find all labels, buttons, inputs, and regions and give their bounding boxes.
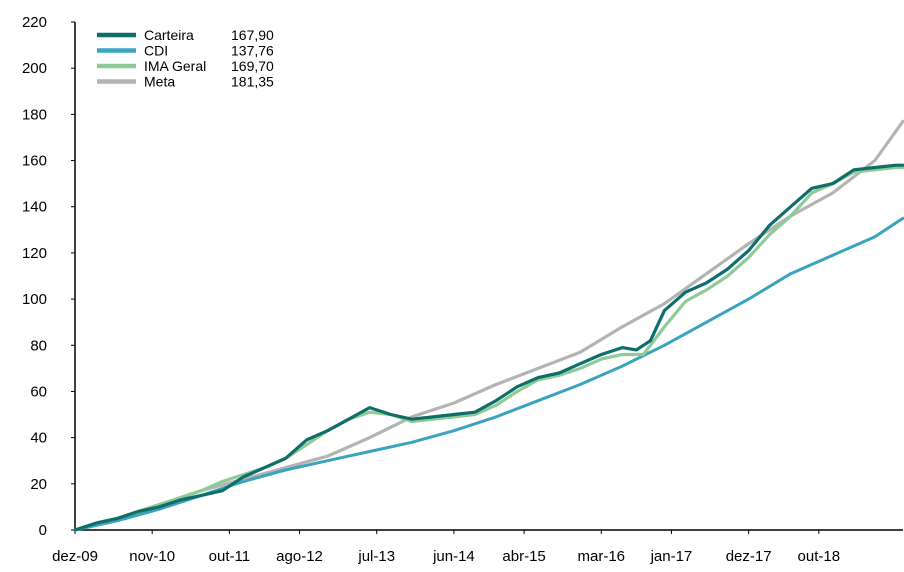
- legend-value: 169,70: [231, 58, 274, 74]
- x-tick-label: mar-16: [578, 548, 626, 565]
- legend-value: 167,90: [231, 27, 274, 43]
- x-tick-label: dez-09: [52, 548, 98, 565]
- y-tick-label: 40: [30, 430, 47, 447]
- series-layer: [73, 119, 904, 532]
- x-tick-label: out-11: [209, 548, 250, 565]
- series-line-carteira: [73, 163, 904, 532]
- y-tick-label: 20: [30, 476, 47, 493]
- series-line-cdi: [73, 216, 904, 532]
- y-tick-label: 180: [22, 106, 47, 123]
- legend-value: 181,35: [231, 74, 274, 90]
- legend-label: IMA Geral: [144, 58, 206, 74]
- legend-label: Meta: [144, 74, 175, 90]
- x-tick-label: jan-17: [650, 548, 693, 565]
- x-axis: dez-09 nov-10 out-11 ago-12 jul-13 jun-14 abr-…: [52, 529, 903, 565]
- series-line-meta: [73, 119, 904, 532]
- y-tick-label: 160: [22, 153, 47, 170]
- y-tick-label: 100: [22, 291, 47, 308]
- series-line-ima-geral: [73, 165, 904, 532]
- legend-label: CDI: [144, 43, 168, 59]
- legend: Carteira 167,90 CDI 137,76 IMA Geral 169,70 Me…: [97, 27, 274, 90]
- y-tick-label: 140: [22, 199, 47, 216]
- y-tick-label: 80: [30, 337, 47, 354]
- x-tick-label: out-18: [798, 548, 841, 565]
- x-tick-label: abr-15: [502, 548, 545, 565]
- x-tick-label: jun-14: [432, 548, 475, 565]
- x-tick-label: ago-12: [276, 548, 323, 565]
- x-tick-label: jul-13: [357, 548, 395, 565]
- legend-label: Carteira: [144, 27, 194, 43]
- y-tick-label: 0: [39, 522, 47, 539]
- y-tick-label: 120: [22, 245, 47, 262]
- legend-value: 137,76: [231, 43, 274, 59]
- y-axis: 0 20 40 60 80 100 120 140 160 180 200 220: [22, 14, 76, 539]
- y-tick-label: 220: [22, 14, 47, 31]
- x-tick-label: dez-17: [726, 548, 772, 565]
- y-tick-label: 60: [30, 383, 47, 400]
- x-tick-label: nov-10: [129, 548, 175, 565]
- y-tick-label: 200: [22, 60, 47, 77]
